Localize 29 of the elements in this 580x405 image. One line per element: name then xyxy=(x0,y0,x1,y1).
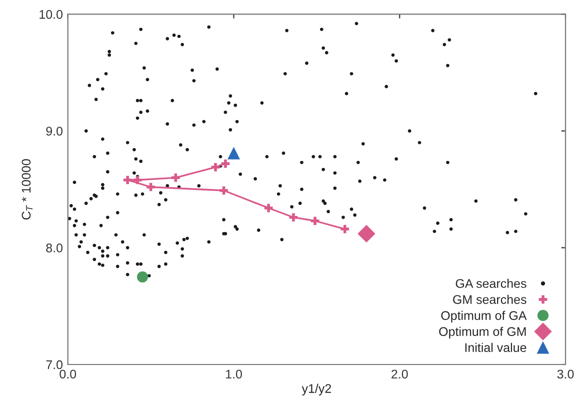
x-tick-label: 0.0 xyxy=(60,370,76,379)
legend-label: GA searches xyxy=(456,278,526,288)
point xyxy=(123,176,132,184)
point xyxy=(310,216,320,226)
y-tick-label: 10.0 xyxy=(40,10,63,19)
x-axis-title: y1/y2 xyxy=(302,384,331,396)
x-tick-label: 3.0 xyxy=(557,370,574,379)
point xyxy=(340,224,350,234)
x-tick-label: 1.0 xyxy=(226,370,242,379)
point xyxy=(220,186,228,195)
point xyxy=(146,182,155,192)
point xyxy=(221,159,230,168)
point xyxy=(133,176,142,184)
y-tick-label: 9.0 xyxy=(46,126,63,136)
point xyxy=(211,162,220,172)
point xyxy=(358,224,376,243)
y-tick-label: 8.0 xyxy=(46,244,63,252)
y-axis-title: C$_{T}$ * 10000 xyxy=(22,159,33,220)
y-tick-label: 7.0 xyxy=(46,360,63,370)
point xyxy=(227,146,240,160)
point xyxy=(172,173,180,182)
legend-label: Optimum of GA xyxy=(441,310,527,322)
point xyxy=(289,213,298,222)
legend-label: GM searches xyxy=(453,294,526,304)
point xyxy=(136,271,148,282)
legend-label: Initial value xyxy=(465,342,526,352)
x-tick-label: 2.0 xyxy=(392,370,408,379)
point xyxy=(264,204,273,212)
legend-label: Optimum of GM xyxy=(439,326,526,338)
